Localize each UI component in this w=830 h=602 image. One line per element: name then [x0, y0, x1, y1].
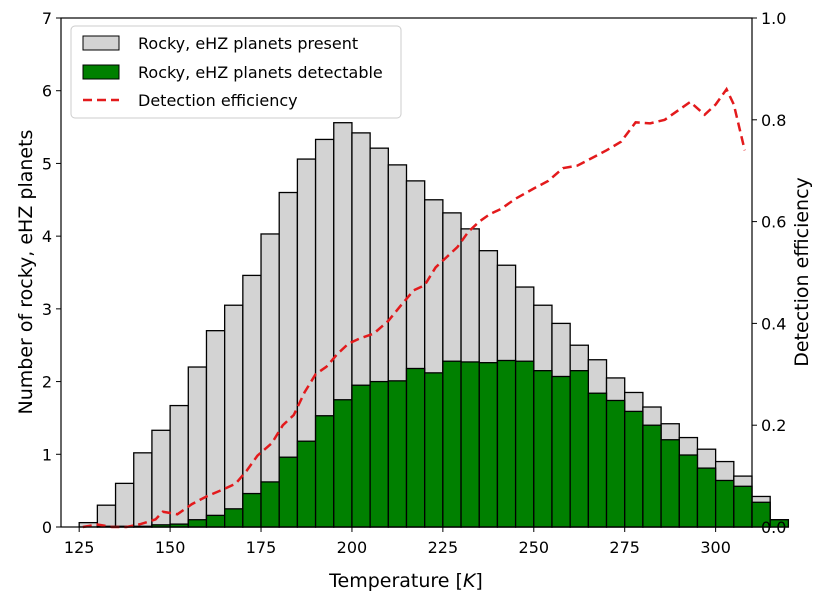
y2-axis-label: Detection efficiency — [791, 177, 813, 367]
detectable-bar — [642, 424, 662, 528]
detectable-bar — [569, 370, 589, 528]
y-tick-label: 3 — [42, 300, 52, 319]
detectable-bar — [696, 467, 717, 528]
detectable-bar — [351, 384, 371, 528]
detectable-bar — [278, 456, 299, 528]
y-tick-label: 5 — [42, 154, 52, 173]
present-bar — [224, 304, 244, 528]
detectable-bar — [460, 361, 480, 528]
detection-efficiency-line — [82, 86, 746, 529]
present-bar — [169, 404, 189, 528]
detectable-bar — [533, 370, 553, 528]
x-axis-ticks: 125 150 175 200 225 250 275 300 — [64, 527, 731, 557]
detectable-bar — [442, 360, 462, 528]
y-tick-label: 6 — [42, 82, 52, 101]
detectable-bar — [242, 492, 262, 528]
present-bar — [114, 482, 135, 528]
detectable-bar — [496, 359, 517, 528]
y-tick-label: 2 — [42, 373, 52, 392]
y2-tick-label: 0.0 — [761, 518, 786, 537]
x-tick-label: 225 — [428, 538, 459, 557]
x-tick-label: 200 — [337, 538, 368, 557]
detectable-bar — [587, 392, 608, 528]
x-tick-label: 250 — [519, 538, 550, 557]
y-tick-label: 7 — [42, 9, 52, 28]
detectable-bar — [733, 485, 753, 528]
y-tick-label: 1 — [42, 445, 52, 464]
y-axis-label: Number of rocky, eHZ planets — [15, 130, 37, 415]
x-tick-label: 275 — [609, 538, 640, 557]
legend-label-efficiency: Detection efficiency — [138, 91, 298, 110]
x-tick-label: 150 — [155, 538, 186, 557]
detectable-bar — [660, 439, 680, 528]
legend-swatch-present — [82, 35, 120, 51]
legend: Rocky, eHZ planets present Rocky, eHZ pl… — [70, 25, 402, 119]
present-bar — [133, 452, 153, 528]
x-tick-label: 125 — [64, 538, 95, 557]
detectable-bar — [769, 519, 790, 528]
detectable-bar — [387, 380, 408, 528]
y-tick-label: 0 — [42, 518, 52, 537]
detectable-bar — [478, 362, 499, 528]
detectable-bar — [551, 375, 571, 528]
detectable-bar — [714, 479, 735, 528]
detectable-bar — [187, 519, 208, 528]
detectable-bar — [424, 372, 444, 528]
detectable-bar — [333, 399, 353, 528]
y-axis-ticks: 0 1 2 3 4 5 6 7 — [42, 9, 61, 537]
x-tick-label: 300 — [700, 538, 731, 557]
y2-tick-label: 0.6 — [761, 213, 786, 232]
detectable-bar — [224, 508, 244, 528]
y2-tick-label: 0.4 — [761, 314, 786, 333]
detectable-bar — [624, 410, 644, 528]
y-tick-label: 4 — [42, 227, 52, 246]
present-bar — [187, 366, 208, 528]
legend-label-detectable: Rocky, eHZ planets detectable — [138, 63, 383, 82]
present-bar — [242, 274, 262, 528]
legend-label-present: Rocky, eHZ planets present — [138, 34, 358, 53]
detectable-bar — [405, 367, 426, 528]
detectable-bar — [605, 399, 626, 528]
legend-frame — [70, 25, 402, 119]
detectable-bar — [205, 514, 226, 528]
y2-tick-label: 0.2 — [761, 416, 786, 435]
y2-tick-label: 1.0 — [761, 9, 786, 28]
y2-axis-ticks: 0.0 0.2 0.4 0.6 0.8 1.0 — [752, 9, 786, 537]
y2-tick-label: 0.8 — [761, 111, 786, 130]
legend-swatch-detectable — [82, 64, 120, 80]
detectable-bar — [678, 454, 699, 528]
present-bar — [205, 330, 226, 528]
detectable-bar — [514, 360, 535, 528]
x-axis-label: Temperature [K] — [328, 570, 483, 592]
detectable-bar — [296, 440, 317, 528]
plot-frame — [60, 17, 753, 528]
detectable-bar — [260, 481, 280, 528]
x-tick-label: 175 — [246, 538, 277, 557]
detectable-bar — [314, 415, 335, 528]
detectable-bar — [369, 380, 389, 528]
